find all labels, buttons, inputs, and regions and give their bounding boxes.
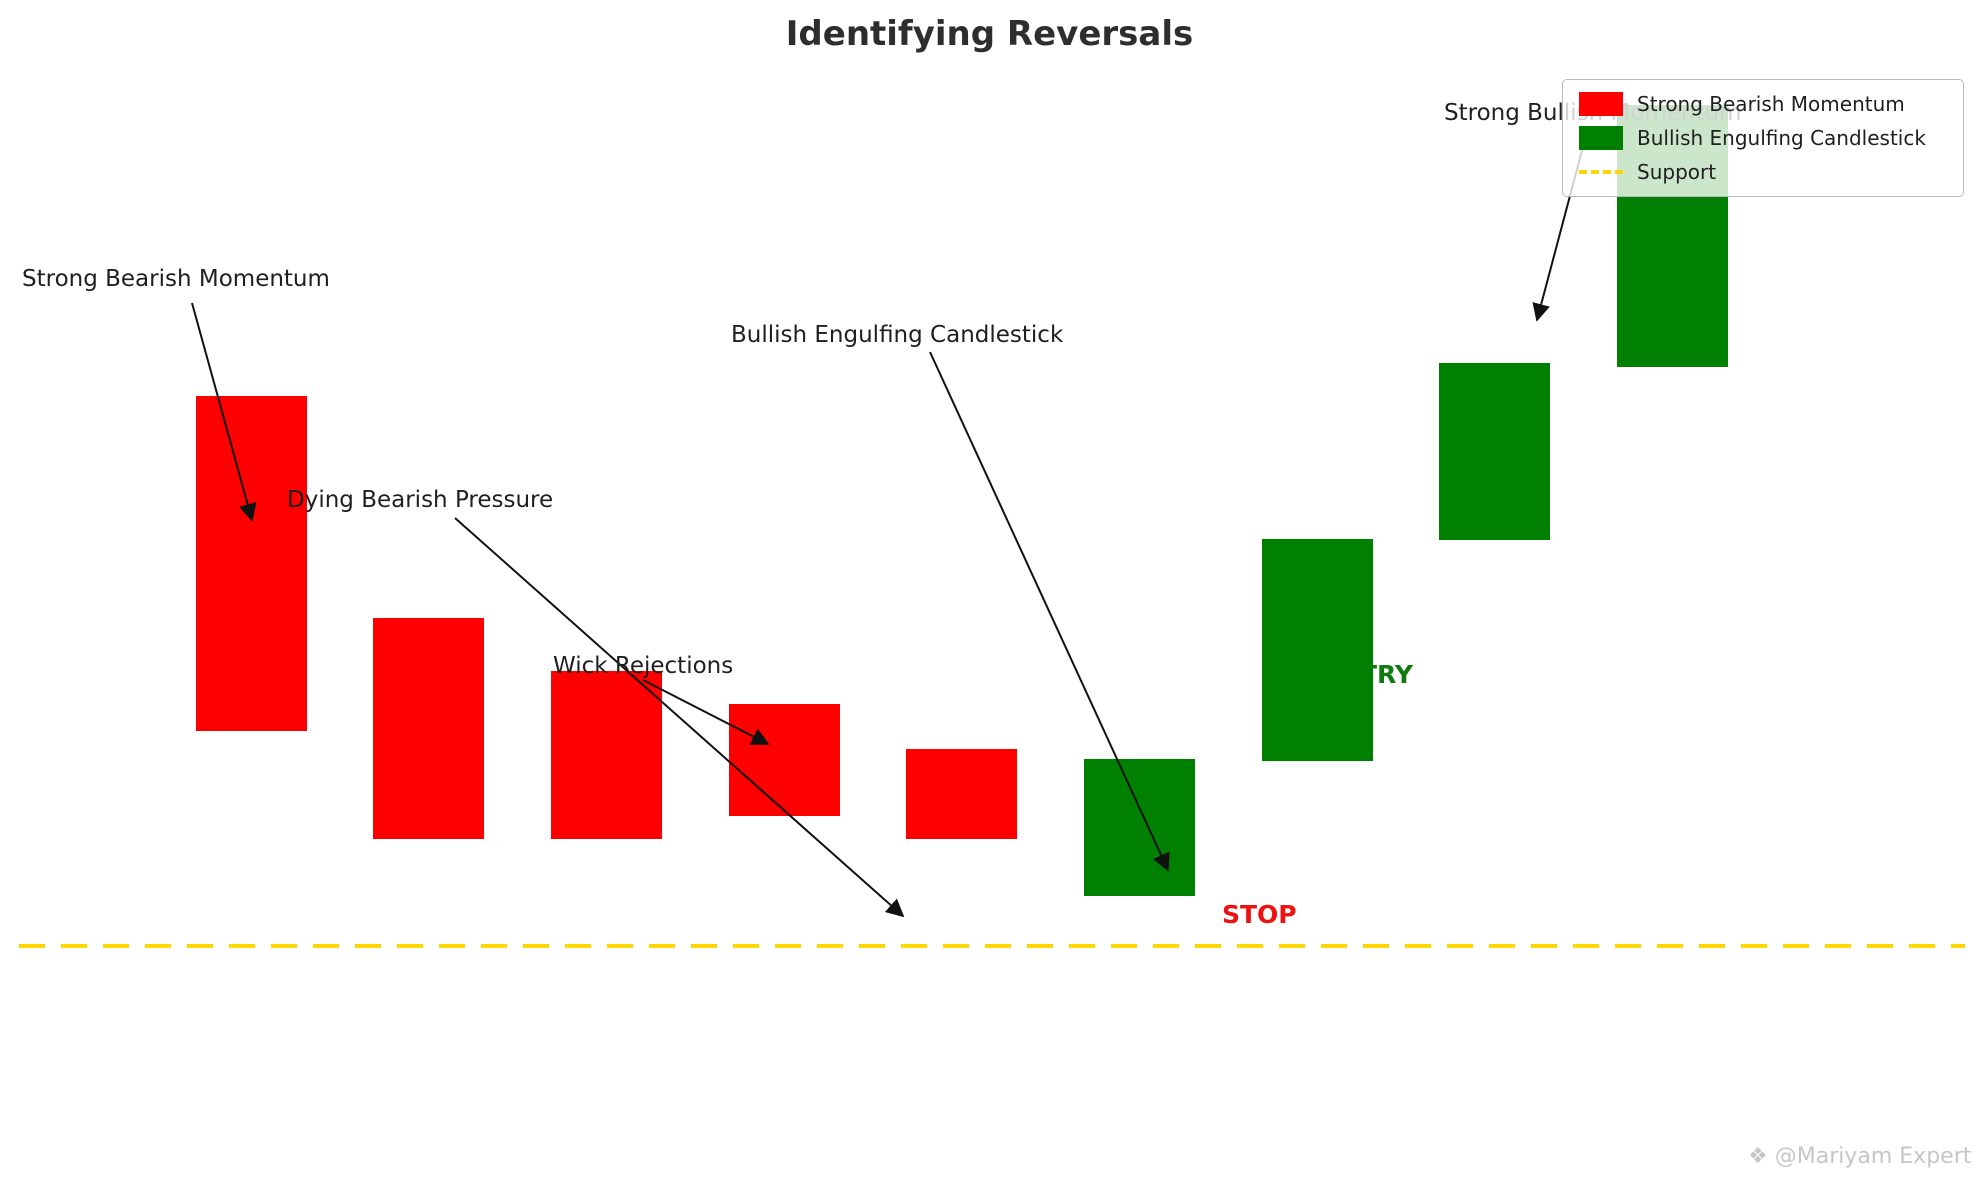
candlestick-1-bearish [195,396,307,731]
legend-item-bearish: Strong Bearish Momentum [1579,92,1947,116]
bullish-engulfing-label: Bullish Engulfing Candlestick [731,322,1064,348]
dying-pressure-label: Dying Bearish Pressure [287,487,554,513]
candlestick-7-bullish [1261,538,1373,762]
candlestick-5-bearish [906,748,1018,839]
stop-label: STOP [1222,900,1297,929]
legend-item-bullish: Bullish Engulfing Candlestick [1579,126,1947,150]
legend-label-bearish: Strong Bearish Momentum [1637,92,1905,116]
candlestick-4-bearish [728,704,840,816]
candlestick-8-bullish [1439,363,1551,540]
candlestick-2-bearish [373,617,485,839]
chart-title: Identifying Reversals [785,14,1194,54]
watermark-text: @Mariyam Expert [1774,1144,1972,1169]
candlestick-3-bearish [550,670,662,839]
candlestick-6-bullish [1084,758,1195,897]
legend-item-support: Support [1579,160,1947,184]
sparkle-diamond-icon: ❖ [1748,1144,1768,1169]
bullish-swatch-icon [1579,126,1623,150]
legend-label-bullish: Bullish Engulfing Candlestick [1637,126,1926,150]
wick-rejections-label: Wick Rejections [553,653,734,679]
bearish-swatch-icon [1579,92,1623,116]
support-dash-icon [1579,170,1623,174]
watermark: ❖ @Mariyam Expert [1748,1144,1971,1169]
legend: Strong Bearish Momentum Bullish Engulfin… [1562,79,1964,197]
strong-bearish-label: Strong Bearish Momentum [22,266,330,292]
legend-label-support: Support [1637,160,1717,184]
